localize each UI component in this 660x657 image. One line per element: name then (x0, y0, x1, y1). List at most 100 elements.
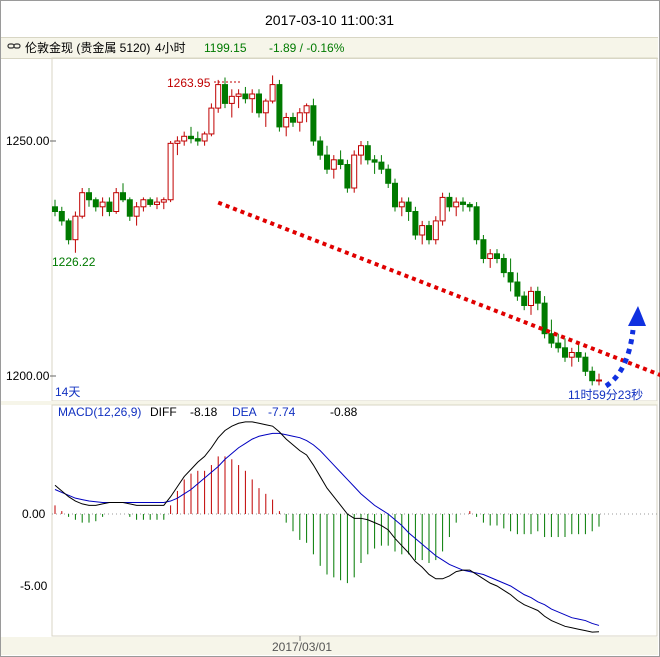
macd-params: MACD(12,26,9) (58, 405, 141, 419)
candle-body (235, 93, 242, 97)
candle-body (453, 201, 460, 208)
macd-histogram (54, 456, 600, 584)
candle-body (494, 253, 500, 260)
candle-body (432, 220, 439, 241)
candle-body (317, 140, 324, 156)
high-annotation: 1263.95 (167, 76, 211, 90)
dea-line (54, 432, 600, 626)
candle-body (398, 201, 405, 208)
bounce-arrow (604, 306, 646, 389)
candle-body (364, 145, 371, 161)
candle-body (113, 192, 120, 212)
candle-body (534, 290, 541, 304)
date-axis-bar (1, 637, 658, 655)
diff-label: DIFF (150, 405, 177, 419)
candle-body (72, 215, 79, 241)
instrument-name: 伦敦金现 (贵金属 5120) (25, 41, 151, 55)
candle-body (460, 201, 466, 205)
candle-body (555, 342, 562, 349)
candle-body (405, 201, 412, 213)
diff-line (54, 421, 600, 633)
candle-body (548, 333, 555, 344)
candle-body (528, 290, 534, 306)
candle-body (303, 105, 310, 114)
candle-body (562, 347, 568, 358)
dea-value: -7.74 (268, 405, 296, 419)
candle-body (133, 206, 140, 217)
candle-body (174, 140, 181, 144)
candle-body (188, 135, 194, 140)
price-tick-label: 1250.00 (6, 134, 50, 148)
link-icon[interactable] (7, 39, 21, 59)
period-annotation: 14天 (55, 385, 80, 399)
price-change: -1.89 / -0.16% (269, 41, 345, 55)
candle-body (487, 253, 494, 260)
candle-body (412, 211, 419, 236)
candle-body (351, 154, 358, 189)
price-tick-label: 1200.00 (6, 369, 50, 383)
candle-body (52, 206, 58, 213)
arrow-up-icon (628, 306, 646, 326)
dea-label: DEA (232, 405, 257, 419)
last-price: 1199.15 (204, 41, 247, 55)
candle-body (154, 201, 160, 205)
candle-body (194, 138, 201, 142)
low-annotation: 1226.22 (52, 255, 96, 269)
candle-body (541, 302, 548, 335)
candle-body (86, 192, 92, 201)
candle-body (596, 379, 602, 382)
macd-tick-label: -5.00 (20, 579, 48, 593)
candle-body (79, 192, 86, 217)
candle-body (589, 370, 596, 382)
candle-body (140, 199, 147, 208)
candle-body (269, 84, 276, 102)
candle-body (378, 161, 385, 170)
candle-body (337, 159, 344, 166)
candle-body (310, 105, 317, 142)
candle-body (65, 220, 72, 241)
candle-body (249, 93, 256, 100)
candle-body (500, 258, 507, 274)
candle-body (521, 295, 528, 307)
candles-group (52, 75, 602, 386)
candle-body (507, 272, 514, 283)
candle-body (439, 196, 446, 222)
candle-body (296, 112, 303, 123)
candle-body (160, 199, 167, 203)
candle-body (256, 93, 262, 114)
candle-body (126, 199, 133, 217)
macd-panel (51, 404, 658, 637)
candle-body (514, 281, 521, 297)
candle-body (181, 135, 188, 142)
candle-body (371, 159, 378, 163)
candle-body (385, 168, 392, 184)
bounce-arrow-shaft (604, 329, 636, 389)
candle-body (58, 211, 65, 222)
candle-body (120, 192, 126, 201)
candle-body (466, 203, 473, 208)
candle-body (276, 84, 283, 128)
candle-body (324, 154, 330, 170)
candle-body (473, 206, 480, 241)
candle-body (99, 201, 106, 208)
candle-body (575, 352, 582, 358)
candle-body (290, 117, 296, 123)
macd-tick-label: 0.00 (22, 507, 46, 521)
candle-body (330, 159, 337, 170)
candle-body (582, 356, 589, 372)
candle-body (147, 199, 154, 205)
diff-value: -8.18 (190, 405, 218, 419)
candle-body (106, 201, 113, 213)
countdown-annotation: 11时59分23秒 (568, 388, 643, 402)
candle-body (419, 225, 426, 236)
candle-body (167, 142, 174, 201)
candle-body (426, 225, 432, 241)
hist-value: -0.88 (330, 405, 358, 419)
candle-body (208, 107, 215, 135)
candle-body (262, 100, 269, 114)
candle-body (358, 145, 364, 156)
candle-body (392, 182, 398, 208)
candle-body (242, 93, 249, 100)
